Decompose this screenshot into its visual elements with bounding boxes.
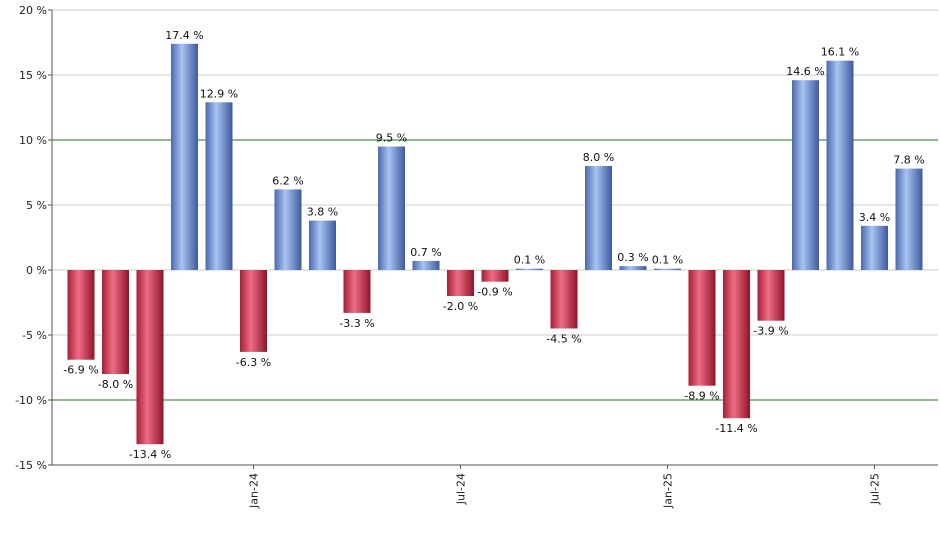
data-label: -4.5 % — [546, 333, 581, 346]
bar — [826, 60, 854, 271]
bar — [619, 266, 647, 270]
labels: 20 %15 %10 %5 %0 %-5 %-10 %-15 %-6.9 %-8… — [15, 4, 925, 509]
data-label: 3.8 % — [307, 206, 338, 219]
data-label: -8.0 % — [98, 378, 133, 391]
bar — [447, 270, 474, 296]
axes — [48, 9, 938, 469]
bar — [792, 80, 819, 270]
reference-lines — [52, 139, 938, 401]
data-label: 8.0 % — [583, 151, 614, 164]
data-label: 9.5 % — [376, 132, 407, 145]
x-tick-label: Jan-24 — [248, 473, 261, 509]
bar — [102, 270, 129, 374]
bar — [205, 102, 233, 270]
bar — [757, 270, 785, 321]
x-tick-label: Jul-24 — [455, 473, 468, 505]
data-label: -3.3 % — [339, 317, 374, 330]
bar — [895, 168, 923, 270]
bar — [861, 225, 888, 270]
data-label: 0.7 % — [410, 246, 441, 259]
bar — [274, 189, 302, 270]
bars — [67, 43, 923, 445]
data-label: -6.3 % — [236, 356, 271, 369]
bar — [67, 270, 95, 360]
bar — [171, 43, 198, 270]
bar — [688, 270, 716, 386]
data-label: -13.4 % — [129, 448, 171, 461]
data-label: 0.1 % — [652, 254, 683, 267]
data-label: 3.4 % — [859, 211, 890, 224]
data-label: 14.6 % — [786, 65, 824, 78]
y-tick-label: 20 % — [19, 4, 47, 17]
data-label: -11.4 % — [715, 422, 757, 435]
data-label: -0.9 % — [477, 286, 512, 299]
y-tick-label: -5 % — [22, 329, 47, 342]
y-tick-label: 10 % — [19, 134, 47, 147]
data-label: 0.3 % — [617, 251, 648, 264]
x-tick-label: Jan-25 — [662, 473, 675, 509]
bar — [136, 270, 164, 445]
data-label: -6.9 % — [63, 364, 98, 377]
bar — [516, 268, 543, 270]
bar — [654, 268, 681, 270]
y-tick-label: -15 % — [15, 459, 47, 472]
data-label: -2.0 % — [443, 300, 478, 313]
y-tick-label: 5 % — [26, 199, 47, 212]
data-label: 0.1 % — [514, 254, 545, 267]
bar — [585, 166, 612, 270]
bar — [240, 270, 267, 352]
bar — [309, 220, 336, 270]
y-tick-label: -10 % — [15, 394, 47, 407]
x-tick-label: Jul-25 — [869, 473, 882, 505]
bar — [481, 270, 509, 282]
y-tick-label: 0 % — [26, 264, 47, 277]
data-label: 6.2 % — [272, 174, 303, 187]
data-label: 12.9 % — [200, 87, 238, 100]
bar — [723, 270, 750, 419]
data-label: -3.9 % — [753, 325, 788, 338]
data-label: 7.8 % — [893, 154, 924, 167]
y-tick-label: 15 % — [19, 69, 47, 82]
data-label: 17.4 % — [165, 29, 203, 42]
bar — [378, 146, 405, 270]
bar — [343, 270, 371, 313]
data-label: 16.1 % — [821, 46, 859, 59]
bar — [412, 260, 440, 270]
data-label: -8.9 % — [684, 390, 719, 403]
bar — [550, 270, 578, 329]
